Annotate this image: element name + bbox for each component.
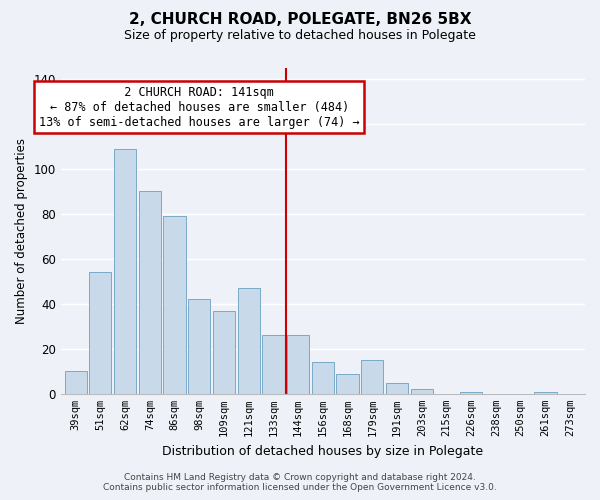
Bar bbox=[337, 374, 359, 394]
Bar bbox=[89, 272, 112, 394]
Text: 2 CHURCH ROAD: 141sqm  
← 87% of detached houses are smaller (484)
13% of semi-d: 2 CHURCH ROAD: 141sqm ← 87% of detached … bbox=[39, 86, 359, 128]
Bar bbox=[460, 392, 482, 394]
Bar bbox=[287, 336, 309, 394]
Bar bbox=[386, 382, 408, 394]
Bar bbox=[262, 336, 284, 394]
Bar bbox=[535, 392, 557, 394]
Bar bbox=[163, 216, 185, 394]
Text: 2, CHURCH ROAD, POLEGATE, BN26 5BX: 2, CHURCH ROAD, POLEGATE, BN26 5BX bbox=[129, 12, 471, 28]
Bar bbox=[238, 288, 260, 394]
Bar bbox=[410, 390, 433, 394]
Bar bbox=[361, 360, 383, 394]
Text: Contains HM Land Registry data © Crown copyright and database right 2024.
Contai: Contains HM Land Registry data © Crown c… bbox=[103, 473, 497, 492]
Bar bbox=[312, 362, 334, 394]
Text: Size of property relative to detached houses in Polegate: Size of property relative to detached ho… bbox=[124, 29, 476, 42]
Bar bbox=[213, 310, 235, 394]
Bar bbox=[65, 372, 87, 394]
Y-axis label: Number of detached properties: Number of detached properties bbox=[15, 138, 28, 324]
Bar bbox=[188, 300, 211, 394]
Bar bbox=[114, 148, 136, 394]
X-axis label: Distribution of detached houses by size in Polegate: Distribution of detached houses by size … bbox=[163, 444, 484, 458]
Bar bbox=[139, 192, 161, 394]
